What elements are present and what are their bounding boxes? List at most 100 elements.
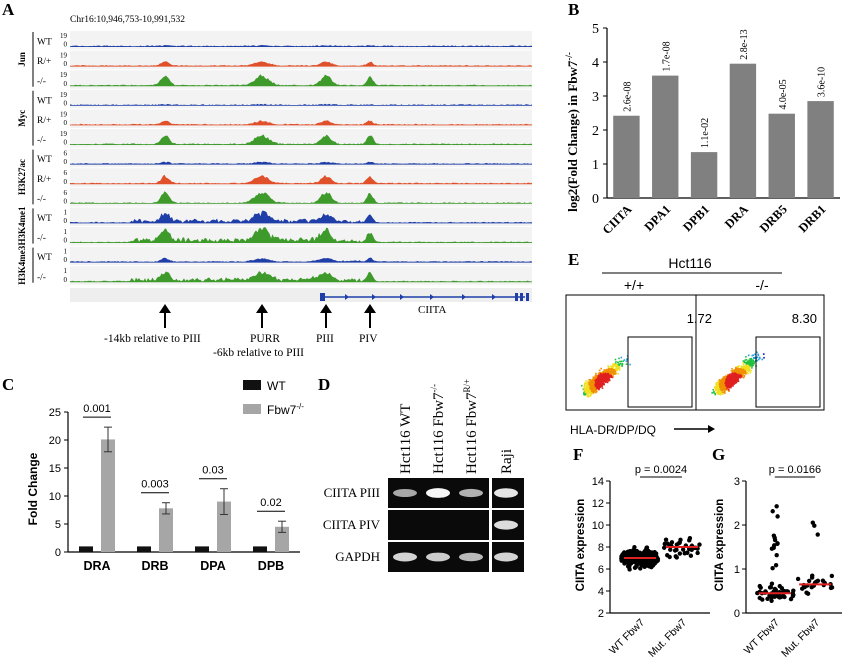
flow-event — [720, 379, 722, 382]
flow-event — [734, 367, 737, 370]
track-ymin: 0 — [64, 119, 68, 127]
b-category-label: DRB5 — [757, 202, 790, 235]
track-ymax: 6 — [64, 169, 68, 177]
flow-event — [592, 384, 595, 386]
flow-event — [610, 371, 612, 374]
flow-event — [733, 373, 735, 376]
flow-event — [744, 370, 746, 372]
flow-event — [734, 379, 737, 382]
flow-event — [721, 387, 724, 390]
track-signal — [70, 271, 532, 282]
flow-event — [727, 384, 729, 387]
dot-point — [644, 550, 649, 556]
track-signal — [70, 257, 532, 263]
flow-event — [711, 392, 713, 394]
flow-event — [603, 371, 606, 374]
c-ytick-label: 15 — [49, 463, 61, 475]
flow-event — [742, 361, 744, 364]
flow-event — [608, 366, 610, 369]
flow-event — [599, 384, 602, 386]
flow-event — [597, 375, 599, 378]
track-signal — [70, 103, 532, 106]
flow-title: Hct116 — [668, 255, 712, 271]
flow-event — [589, 392, 592, 395]
track-signal — [70, 174, 532, 184]
flow-event — [626, 358, 629, 360]
flow-event — [585, 388, 587, 391]
flow-plots — [565, 294, 825, 411]
track-ymin: 0 — [64, 139, 68, 147]
flow-event — [724, 382, 727, 384]
c-category-label: DRA — [83, 559, 110, 573]
flow-event — [750, 357, 753, 360]
flow-event — [611, 376, 614, 379]
flow-event — [752, 362, 755, 365]
flow-event — [604, 370, 606, 372]
dot-point — [772, 586, 778, 592]
flow-event — [587, 394, 589, 396]
flow-event — [589, 388, 592, 390]
flow-event — [726, 375, 729, 378]
flow-event — [597, 385, 600, 387]
flow-event — [751, 365, 753, 367]
flow-event — [604, 374, 607, 377]
flow-event — [737, 372, 739, 374]
flow-event — [613, 369, 615, 371]
flow-event — [589, 389, 592, 392]
flow-event — [762, 353, 765, 355]
flow-event — [731, 380, 733, 383]
flow-event — [605, 373, 608, 376]
flow-event — [742, 360, 745, 362]
flow-event — [724, 392, 726, 394]
flow-event — [602, 371, 605, 373]
flow-event — [713, 391, 715, 394]
flow-event — [591, 385, 593, 388]
flow-event — [623, 359, 626, 361]
b-bar-pvalue: 3.6e-10 — [817, 67, 828, 97]
track-background — [70, 129, 532, 148]
flow-event — [586, 391, 589, 393]
flow-event — [752, 364, 755, 367]
panel-b-plot: 0 1 2 3 4 5 2.6e-08 CIITA 1.7e-08 DPA1 1.1e-02 DPB1… — [592, 22, 840, 237]
flow-event — [612, 363, 614, 365]
flow-event — [724, 386, 727, 388]
flow-event — [607, 365, 609, 367]
flow-event — [749, 357, 751, 360]
dot-point — [775, 541, 780, 546]
flow-event — [748, 368, 751, 371]
flow-event — [758, 356, 761, 359]
flow-event — [721, 381, 723, 384]
flow-event — [718, 387, 721, 390]
flow-event — [587, 380, 589, 383]
flow-event — [726, 378, 728, 381]
flow-event — [726, 389, 728, 391]
flow-event — [601, 387, 604, 389]
b-bar-pvalue: 2.8e-13 — [739, 29, 750, 59]
flow-event — [588, 386, 590, 389]
flow-event — [606, 368, 608, 371]
dot-ytick-label: 0 — [734, 608, 740, 620]
flow-event — [599, 382, 602, 384]
dot-point — [791, 588, 796, 593]
flow-event — [745, 365, 747, 367]
dot-point — [768, 585, 774, 590]
flow-event — [750, 369, 752, 372]
track-ymax: 6 — [64, 189, 68, 197]
track-ymin: 0 — [64, 256, 68, 264]
flow-event — [740, 367, 743, 370]
dot-point — [662, 541, 668, 547]
flow-event — [743, 367, 745, 370]
gel-column-label: Hct116 Fbw7R/+ — [462, 379, 480, 474]
dot-point — [687, 538, 692, 543]
flow-event — [601, 375, 604, 378]
flow-event — [593, 379, 595, 381]
c-bar — [159, 508, 173, 552]
gene-track-bg — [70, 288, 532, 302]
track-ymax: 1 — [64, 248, 68, 256]
flow-event — [724, 387, 727, 390]
flow-event — [719, 392, 722, 394]
track-label: R/+ — [37, 57, 51, 67]
flow-event — [600, 374, 602, 376]
flow-event — [735, 366, 738, 369]
flow-event — [612, 375, 614, 377]
